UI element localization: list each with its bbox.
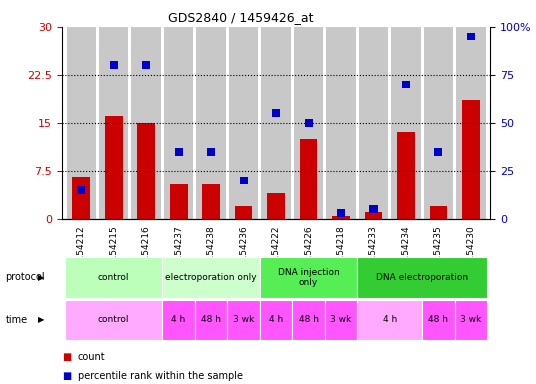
Bar	[364, 212, 382, 219]
Text: 48 h: 48 h	[299, 315, 318, 324]
Text: ▶: ▶	[38, 273, 44, 282]
Bar	[424, 27, 453, 219]
Bar	[337, 209, 345, 217]
Text: count: count	[78, 352, 106, 362]
Bar	[300, 139, 317, 219]
Bar	[359, 27, 388, 219]
Text: 48 h: 48 h	[201, 315, 221, 324]
Bar	[105, 116, 123, 219]
Bar	[456, 27, 486, 219]
Bar	[77, 186, 85, 194]
Text: 4 h: 4 h	[269, 315, 283, 324]
Bar	[207, 148, 215, 156]
Text: 4 h: 4 h	[172, 315, 185, 324]
Bar	[369, 205, 377, 213]
Bar	[294, 27, 323, 219]
Text: 4 h: 4 h	[383, 315, 397, 324]
Text: GDS2840 / 1459426_at: GDS2840 / 1459426_at	[168, 12, 314, 25]
Bar	[240, 177, 248, 184]
Text: 48 h: 48 h	[428, 315, 449, 324]
Text: ▶: ▶	[38, 315, 44, 324]
Text: DNA injection
only: DNA injection only	[278, 268, 339, 287]
Bar	[131, 27, 161, 219]
Text: ■: ■	[62, 352, 71, 362]
Bar	[72, 177, 90, 219]
Bar	[402, 81, 410, 88]
Bar	[435, 148, 443, 156]
Bar	[304, 119, 312, 127]
Bar	[229, 27, 258, 219]
Text: DNA electroporation: DNA electroporation	[376, 273, 468, 282]
Text: 3 wk: 3 wk	[330, 315, 352, 324]
Bar	[267, 193, 285, 219]
Text: 3 wk: 3 wk	[233, 315, 254, 324]
Bar	[235, 206, 252, 219]
Bar	[429, 206, 448, 219]
Text: 3 wk: 3 wk	[460, 315, 481, 324]
Text: control: control	[98, 273, 129, 282]
Text: ■: ■	[62, 371, 71, 381]
Bar	[202, 184, 220, 219]
Bar	[170, 184, 188, 219]
Bar	[137, 123, 155, 219]
Text: percentile rank within the sample: percentile rank within the sample	[78, 371, 243, 381]
Bar	[391, 27, 421, 219]
Text: control: control	[98, 315, 129, 324]
Bar	[462, 101, 480, 219]
Bar	[262, 27, 291, 219]
Bar	[175, 148, 183, 156]
Text: protocol: protocol	[5, 272, 45, 283]
Bar	[272, 109, 280, 117]
Text: electroporation only: electroporation only	[165, 273, 257, 282]
Bar	[397, 132, 415, 219]
Bar	[164, 27, 193, 219]
Text: time: time	[5, 314, 27, 325]
Bar	[197, 27, 226, 219]
Bar	[326, 27, 355, 219]
Bar	[66, 27, 96, 219]
Bar	[109, 61, 117, 69]
Bar	[99, 27, 128, 219]
Bar	[142, 61, 150, 69]
Bar	[332, 216, 350, 219]
Bar	[467, 33, 475, 40]
